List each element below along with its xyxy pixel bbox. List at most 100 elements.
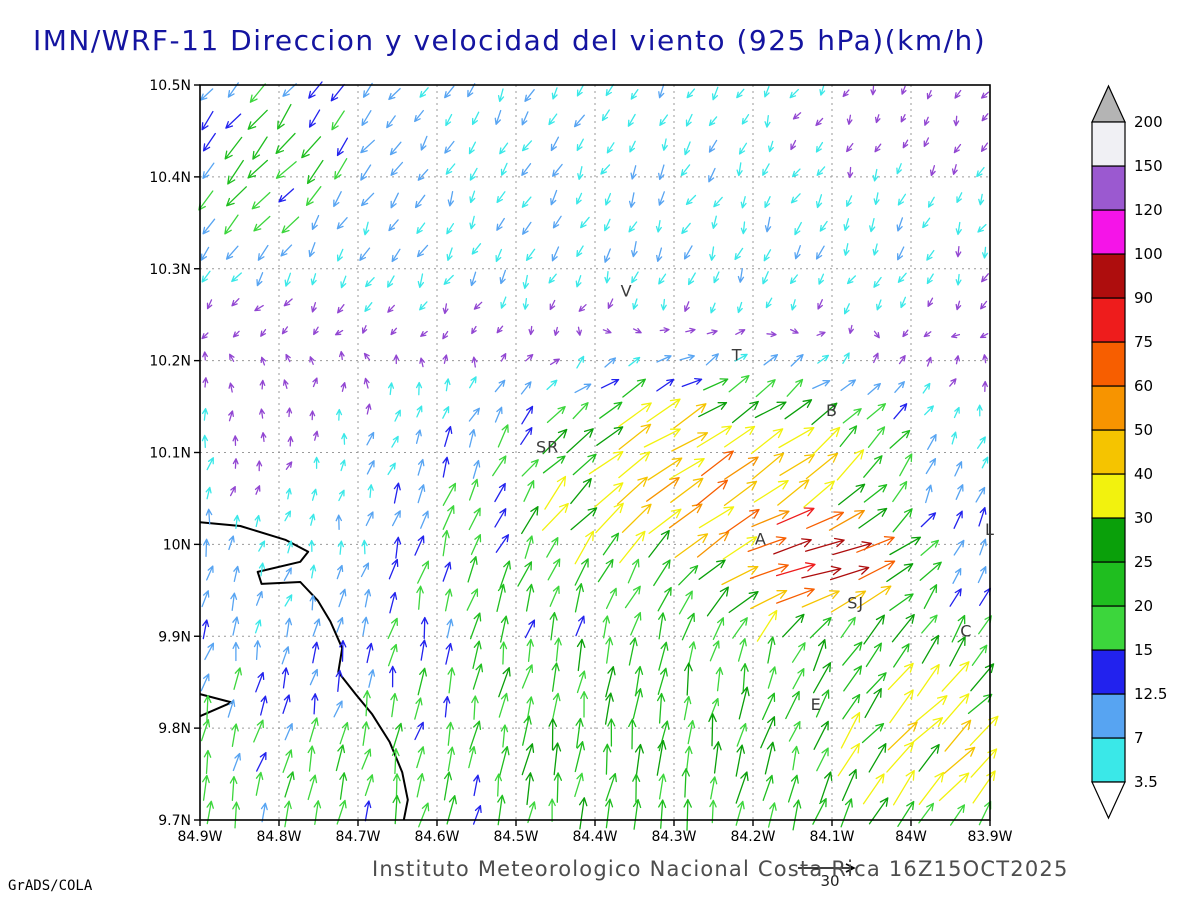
wind-arrow — [526, 696, 534, 721]
wind-arrow — [923, 116, 930, 126]
wind-arrow — [576, 355, 585, 369]
wind-arrow — [414, 721, 424, 741]
wind-arrow — [706, 329, 718, 336]
wind-arrow — [202, 132, 216, 152]
wind-arrow — [527, 801, 537, 824]
wind-arrow — [873, 276, 882, 288]
wind-arrow — [703, 378, 729, 391]
wind-arrow — [553, 772, 563, 803]
wind-arrow — [648, 529, 670, 558]
wind-arrow — [548, 113, 558, 126]
wind-arrow — [668, 503, 703, 529]
colorbar-label: 40 — [1134, 465, 1153, 483]
wind-arrow — [521, 140, 533, 152]
wind-arrow — [866, 403, 887, 420]
wind-arrow — [766, 331, 777, 338]
wind-arrow — [201, 590, 210, 608]
wind-arrow — [684, 662, 693, 696]
wind-arrow — [776, 507, 815, 525]
wind-arrow — [301, 136, 322, 159]
wind-arrow — [580, 691, 589, 718]
colorbar-below-arrow — [1091, 781, 1126, 820]
wind-arrow — [685, 194, 697, 206]
wind-arrow — [658, 799, 667, 829]
wind-arrow — [801, 565, 842, 579]
wind-arrow — [927, 433, 937, 450]
wind-arrow — [417, 273, 425, 289]
wind-arrow — [924, 405, 934, 416]
wind-arrow — [471, 111, 480, 126]
wind-arrow — [494, 482, 506, 503]
wind-arrow — [387, 382, 395, 396]
wind-arrow — [499, 269, 507, 285]
wind-arrow — [605, 587, 617, 610]
wind-arrow — [541, 502, 569, 531]
wind-arrow — [673, 403, 707, 429]
wind-arrow — [360, 192, 375, 207]
wind-arrow — [255, 671, 265, 693]
wind-arrow — [738, 142, 748, 155]
wind-arrow — [202, 774, 210, 801]
wind-arrow — [442, 303, 449, 315]
wind-arrow — [754, 401, 787, 419]
wind-arrow — [886, 563, 914, 583]
wind-arrow — [721, 565, 759, 586]
wind-arrow — [698, 559, 726, 580]
wind-arrow — [683, 695, 692, 721]
wind-arrow — [284, 723, 293, 741]
wind-arrow — [949, 636, 966, 667]
wind-arrow — [420, 510, 429, 529]
wind-arrow — [524, 535, 534, 559]
wind-arrow — [414, 194, 426, 209]
wind-arrow — [575, 717, 584, 748]
wind-arrow — [631, 241, 638, 258]
wind-arrow — [708, 167, 716, 183]
wind-arrow — [873, 352, 879, 364]
wind-arrow — [442, 330, 449, 340]
page-title: IMN/WRF-11 Direccion y velocidad del vie… — [33, 24, 987, 57]
wind-arrow — [760, 716, 776, 749]
wind-arrow — [762, 774, 774, 801]
wind-arrow — [522, 274, 529, 290]
y-tick-label: 9.9N — [158, 629, 191, 645]
wind-arrow — [858, 560, 896, 581]
wind-arrow — [572, 453, 597, 476]
wind-arrow — [286, 407, 293, 418]
wind-arrow — [588, 451, 624, 475]
wind-arrow — [249, 83, 266, 103]
colorbar-label: 50 — [1134, 421, 1153, 439]
wind-arrow — [201, 110, 214, 131]
wind-arrow — [257, 244, 269, 261]
reference-vector-label: 30 — [820, 872, 839, 890]
wind-arrow — [632, 688, 643, 720]
wind-arrow — [336, 617, 344, 633]
wind-arrow — [949, 804, 966, 826]
wind-arrow — [548, 718, 558, 751]
wind-arrow — [542, 455, 566, 474]
wind-arrow — [731, 400, 759, 424]
wind-arrow — [894, 381, 905, 393]
wind-arrow — [597, 558, 614, 583]
wind-arrow — [856, 585, 892, 609]
wind-arrow — [736, 162, 743, 177]
wind-arrow — [254, 514, 261, 528]
wind-arrow — [603, 248, 611, 263]
x-tick-label: 84.9W — [177, 829, 222, 845]
wind-arrow — [499, 745, 510, 777]
wind-arrow — [949, 588, 962, 607]
wind-arrow — [230, 592, 238, 611]
wind-arrow — [577, 166, 584, 180]
wind-arrow — [790, 299, 797, 311]
wind-arrow — [368, 669, 376, 688]
wind-arrow — [573, 114, 585, 128]
wind-arrow — [546, 405, 566, 424]
wind-arrow — [842, 693, 861, 720]
wind-arrow — [521, 163, 532, 176]
wind-arrow — [708, 713, 717, 747]
wind-arrow — [285, 487, 292, 500]
wind-arrow — [728, 374, 750, 393]
wind-arrow — [763, 85, 770, 98]
wind-arrow — [953, 539, 965, 556]
wind-arrow — [574, 558, 589, 586]
wind-arrow — [277, 103, 292, 130]
